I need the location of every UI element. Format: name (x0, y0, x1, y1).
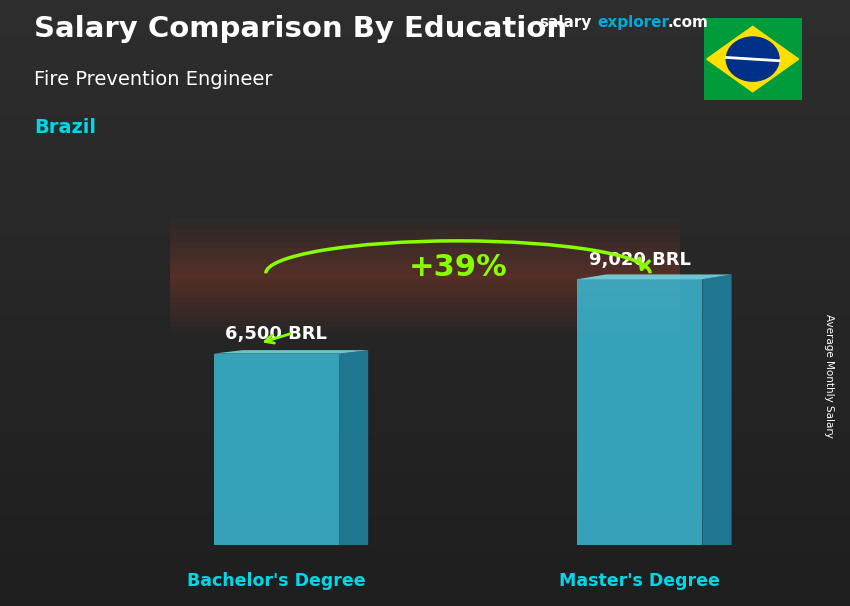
Text: explorer: explorer (598, 15, 670, 30)
Polygon shape (702, 275, 732, 545)
Text: salary: salary (540, 15, 592, 30)
Circle shape (726, 37, 779, 81)
Polygon shape (706, 27, 799, 92)
Text: .com: .com (667, 15, 708, 30)
Polygon shape (577, 279, 702, 545)
Polygon shape (577, 275, 732, 279)
Text: Bachelor's Degree: Bachelor's Degree (187, 572, 366, 590)
Polygon shape (339, 350, 368, 545)
Text: +39%: +39% (409, 253, 507, 282)
Polygon shape (213, 350, 368, 353)
Text: Brazil: Brazil (34, 118, 96, 137)
Text: 6,500 BRL: 6,500 BRL (225, 325, 327, 343)
Text: Salary Comparison By Education: Salary Comparison By Education (34, 15, 567, 43)
Text: Master's Degree: Master's Degree (559, 572, 720, 590)
Text: 9,020 BRL: 9,020 BRL (589, 251, 690, 269)
Text: Average Monthly Salary: Average Monthly Salary (824, 314, 834, 438)
Text: Fire Prevention Engineer: Fire Prevention Engineer (34, 70, 273, 88)
Polygon shape (213, 353, 339, 545)
